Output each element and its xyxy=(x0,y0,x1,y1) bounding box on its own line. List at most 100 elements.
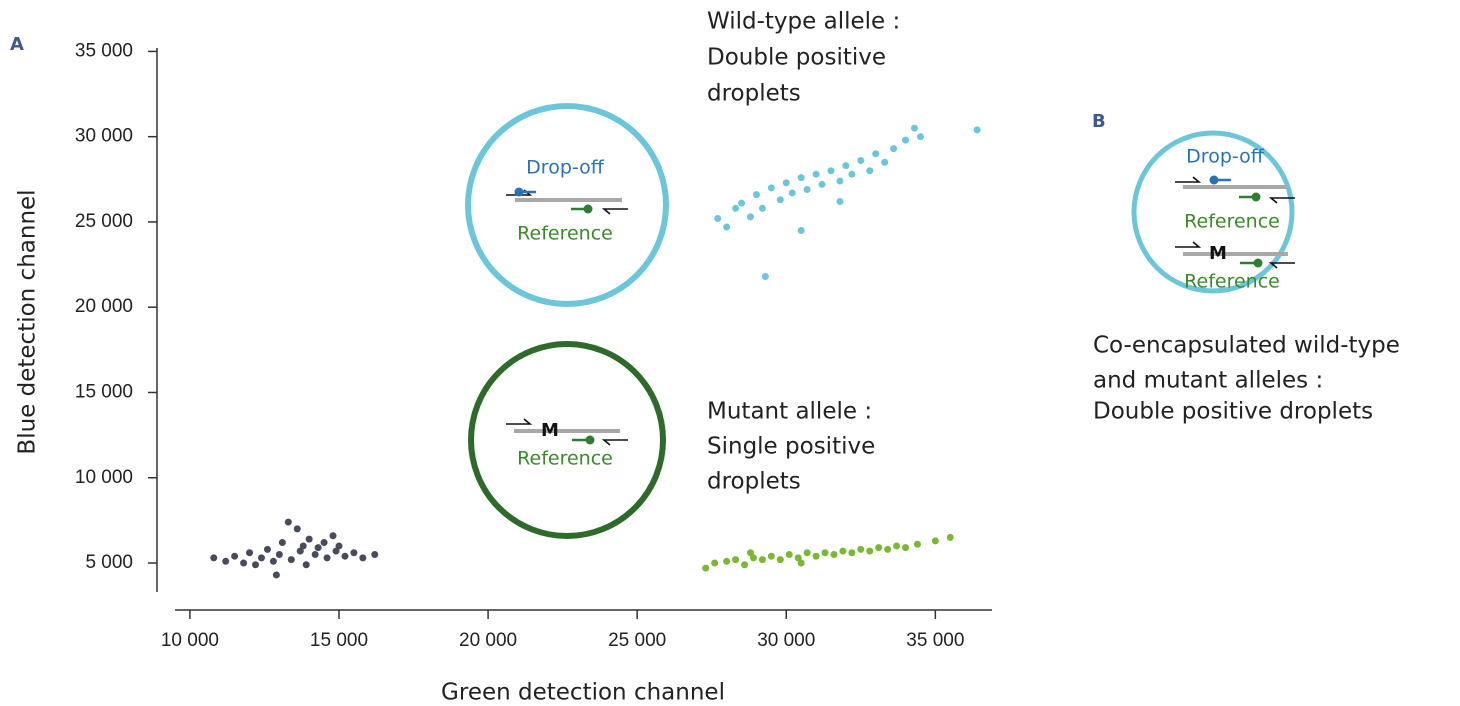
y-tick-label: 5 000 xyxy=(85,552,133,573)
droplet xyxy=(270,558,277,565)
droplet xyxy=(359,554,366,561)
annotation: Mutant allele : xyxy=(707,399,872,425)
droplet xyxy=(324,554,331,561)
droplet xyxy=(714,215,721,222)
droplet xyxy=(288,556,295,563)
page: A Blue detection channel Green detection… xyxy=(0,0,1460,706)
probe-label: Drop-off xyxy=(526,157,605,179)
probe-label: Reference xyxy=(1184,211,1280,233)
panel-label: A xyxy=(10,34,24,55)
droplet xyxy=(723,558,730,565)
annotation: Single positive xyxy=(707,434,875,460)
droplet xyxy=(798,227,805,234)
droplet xyxy=(276,551,283,558)
droplet xyxy=(231,553,238,560)
droplet xyxy=(210,554,217,561)
droplet xyxy=(732,205,739,212)
probe-label: Reference xyxy=(517,448,613,470)
droplet xyxy=(872,150,879,157)
droplet xyxy=(321,539,328,546)
droplet xyxy=(848,549,855,556)
droplet xyxy=(711,560,718,567)
droplet xyxy=(839,548,846,555)
droplet xyxy=(857,546,864,553)
droplet xyxy=(786,551,793,558)
droplet xyxy=(902,137,909,144)
droplet xyxy=(371,551,378,558)
y-axis-label: Blue detection channel xyxy=(15,189,41,454)
droplet xyxy=(300,542,307,549)
y-tick-label: 15 000 xyxy=(75,381,133,402)
droplet xyxy=(866,548,873,555)
annotation: droplets xyxy=(707,469,801,495)
probe-label: Reference xyxy=(1184,271,1280,293)
droplet xyxy=(914,541,921,548)
droplet xyxy=(857,157,864,164)
droplet xyxy=(822,549,829,556)
probe-label: Drop-off xyxy=(1186,146,1265,168)
droplet xyxy=(866,167,873,174)
x-tick-label: 25 000 xyxy=(608,630,666,651)
caption: Double positive droplets xyxy=(1093,399,1373,425)
droplet xyxy=(819,181,826,188)
droplet xyxy=(884,546,891,553)
diagram-circle xyxy=(471,344,663,536)
droplet xyxy=(911,125,918,132)
droplet xyxy=(273,571,280,578)
droplet xyxy=(350,549,357,556)
droplet xyxy=(258,554,265,561)
droplet xyxy=(285,519,292,526)
y-tick-label: 10 000 xyxy=(75,467,133,488)
probe-dye xyxy=(584,205,593,214)
droplet xyxy=(303,561,310,568)
droplet xyxy=(762,273,769,280)
droplet xyxy=(798,560,805,567)
droplet xyxy=(279,539,286,546)
droplet xyxy=(738,200,745,207)
droplet xyxy=(759,556,766,563)
droplet xyxy=(335,542,342,549)
droplet xyxy=(893,542,900,549)
droplet xyxy=(306,536,313,543)
droplet xyxy=(741,561,748,568)
droplet xyxy=(830,551,837,558)
annotation: Wild-type allele : xyxy=(707,9,900,35)
droplet xyxy=(732,556,739,563)
caption: and mutant alleles : xyxy=(1093,368,1323,394)
droplet xyxy=(789,189,796,196)
droplet xyxy=(804,549,811,556)
droplet xyxy=(723,224,730,231)
droplet xyxy=(312,551,319,558)
droplet xyxy=(813,553,820,560)
probe-dye xyxy=(1210,176,1219,185)
droplet xyxy=(804,186,811,193)
y-tick-label: 25 000 xyxy=(75,211,133,232)
x-tick-label: 15 000 xyxy=(310,630,368,651)
droplet xyxy=(759,205,766,212)
droplet xyxy=(294,525,301,532)
annotation: droplets xyxy=(707,81,801,107)
probe-dye xyxy=(586,436,595,445)
droplet xyxy=(252,561,259,568)
droplet xyxy=(836,198,843,205)
droplet xyxy=(902,544,909,551)
droplet xyxy=(917,133,924,140)
droplet xyxy=(947,534,954,541)
droplet xyxy=(777,556,784,563)
annotation: Double positive xyxy=(707,45,886,71)
droplet xyxy=(753,191,760,198)
x-tick-label: 30 000 xyxy=(757,630,815,651)
probe-dye xyxy=(1254,259,1263,268)
droplet xyxy=(798,174,805,181)
probe-dye xyxy=(1252,193,1261,202)
droplet xyxy=(827,167,834,174)
droplet xyxy=(842,162,849,169)
probe-dye xyxy=(515,188,524,197)
primer xyxy=(1271,263,1295,268)
droplet xyxy=(974,126,981,133)
x-tick-label: 35 000 xyxy=(906,630,964,651)
droplet xyxy=(768,553,775,560)
droplet xyxy=(783,179,790,186)
mutation-label: M xyxy=(541,420,559,441)
y-tick-label: 20 000 xyxy=(75,296,133,317)
